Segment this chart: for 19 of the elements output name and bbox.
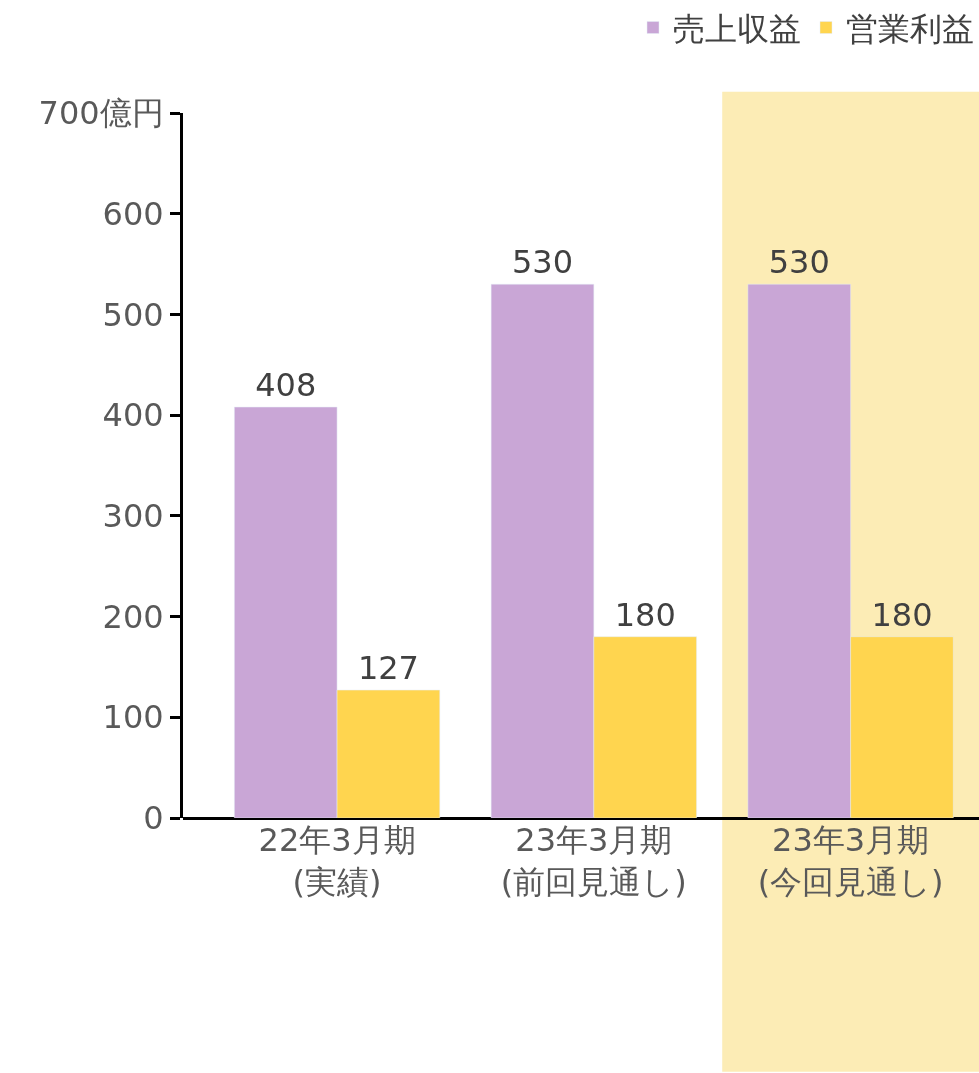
y-tick-label: 700億円 bbox=[38, 94, 164, 133]
y-tick-label: 500 bbox=[102, 295, 164, 334]
data-label: 127 bbox=[357, 649, 419, 688]
y-tick-label: 0 bbox=[143, 799, 164, 838]
data-label: 180 bbox=[614, 595, 676, 634]
y-tick-label: 600 bbox=[102, 194, 164, 233]
y-tick-label: 400 bbox=[102, 396, 164, 435]
data-label: 530 bbox=[511, 243, 574, 282]
y-tick-label: 300 bbox=[102, 497, 164, 536]
data-label: 180 bbox=[871, 595, 933, 634]
legend-label: 売上収益 bbox=[673, 9, 801, 48]
legend-label: 営業利益 bbox=[846, 9, 974, 48]
data-label: 408 bbox=[255, 366, 317, 405]
x-tick-label: 22年3月期 (実績) bbox=[258, 821, 416, 901]
y-tick-label: 200 bbox=[102, 597, 164, 636]
x-tick-label: 23年3月期 (前回見通し) bbox=[500, 821, 687, 901]
data-label: 530 bbox=[768, 243, 830, 282]
y-tick-label: 100 bbox=[102, 698, 164, 737]
x-tick-label: 23年3月期 (今回見通し) bbox=[757, 821, 944, 901]
